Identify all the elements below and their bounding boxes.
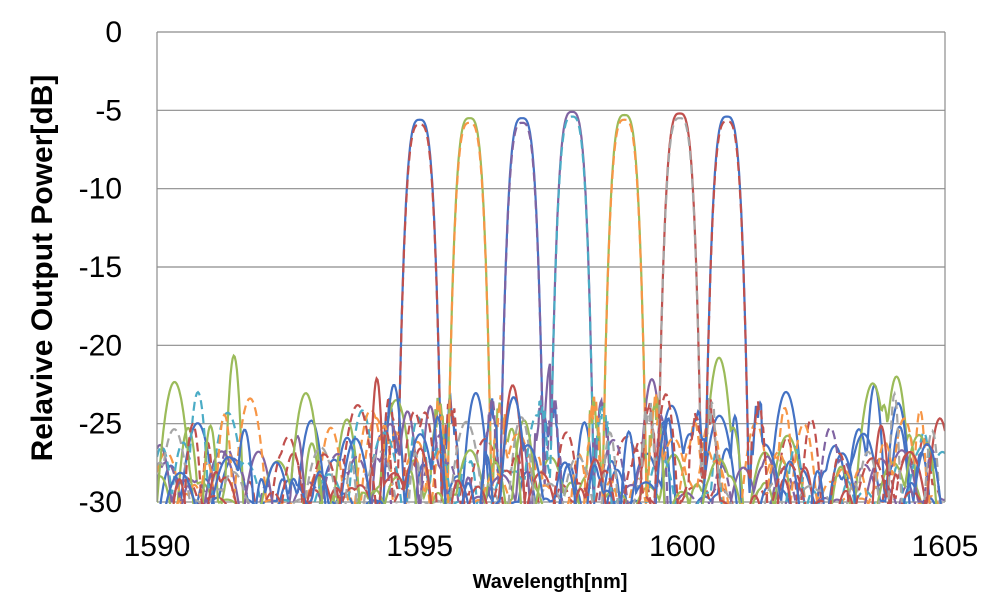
y-tick-label: -20 [79,329,122,362]
x-tick-label: 1605 [912,530,979,563]
y-tick-label: 0 [105,16,122,49]
x-tick-label: 1595 [386,530,453,563]
channel-6-solid-trace [172,112,945,504]
y-tick-label: -10 [79,173,122,206]
channel-4-dashed-trace [157,115,945,504]
y-tick-label: -15 [79,251,122,284]
channel-5-dashed-trace [176,118,931,504]
y-tick-label: -30 [79,486,122,519]
channel-7-solid-trace [165,115,942,504]
y-tick-label: -25 [79,408,122,441]
x-tick-label: 1600 [649,530,716,563]
channel-5-solid-trace [157,113,938,504]
x-axis-title: Wavelength[nm] [473,571,628,593]
y-axis-title: Relavive Output Power[dB] [26,75,59,462]
x-tick-label: 1590 [124,530,191,563]
channel-6-dashed-trace [157,117,941,504]
channel-1-dashed-trace [171,123,943,504]
y-tick-label: -5 [95,94,122,127]
series-layer [157,110,945,504]
